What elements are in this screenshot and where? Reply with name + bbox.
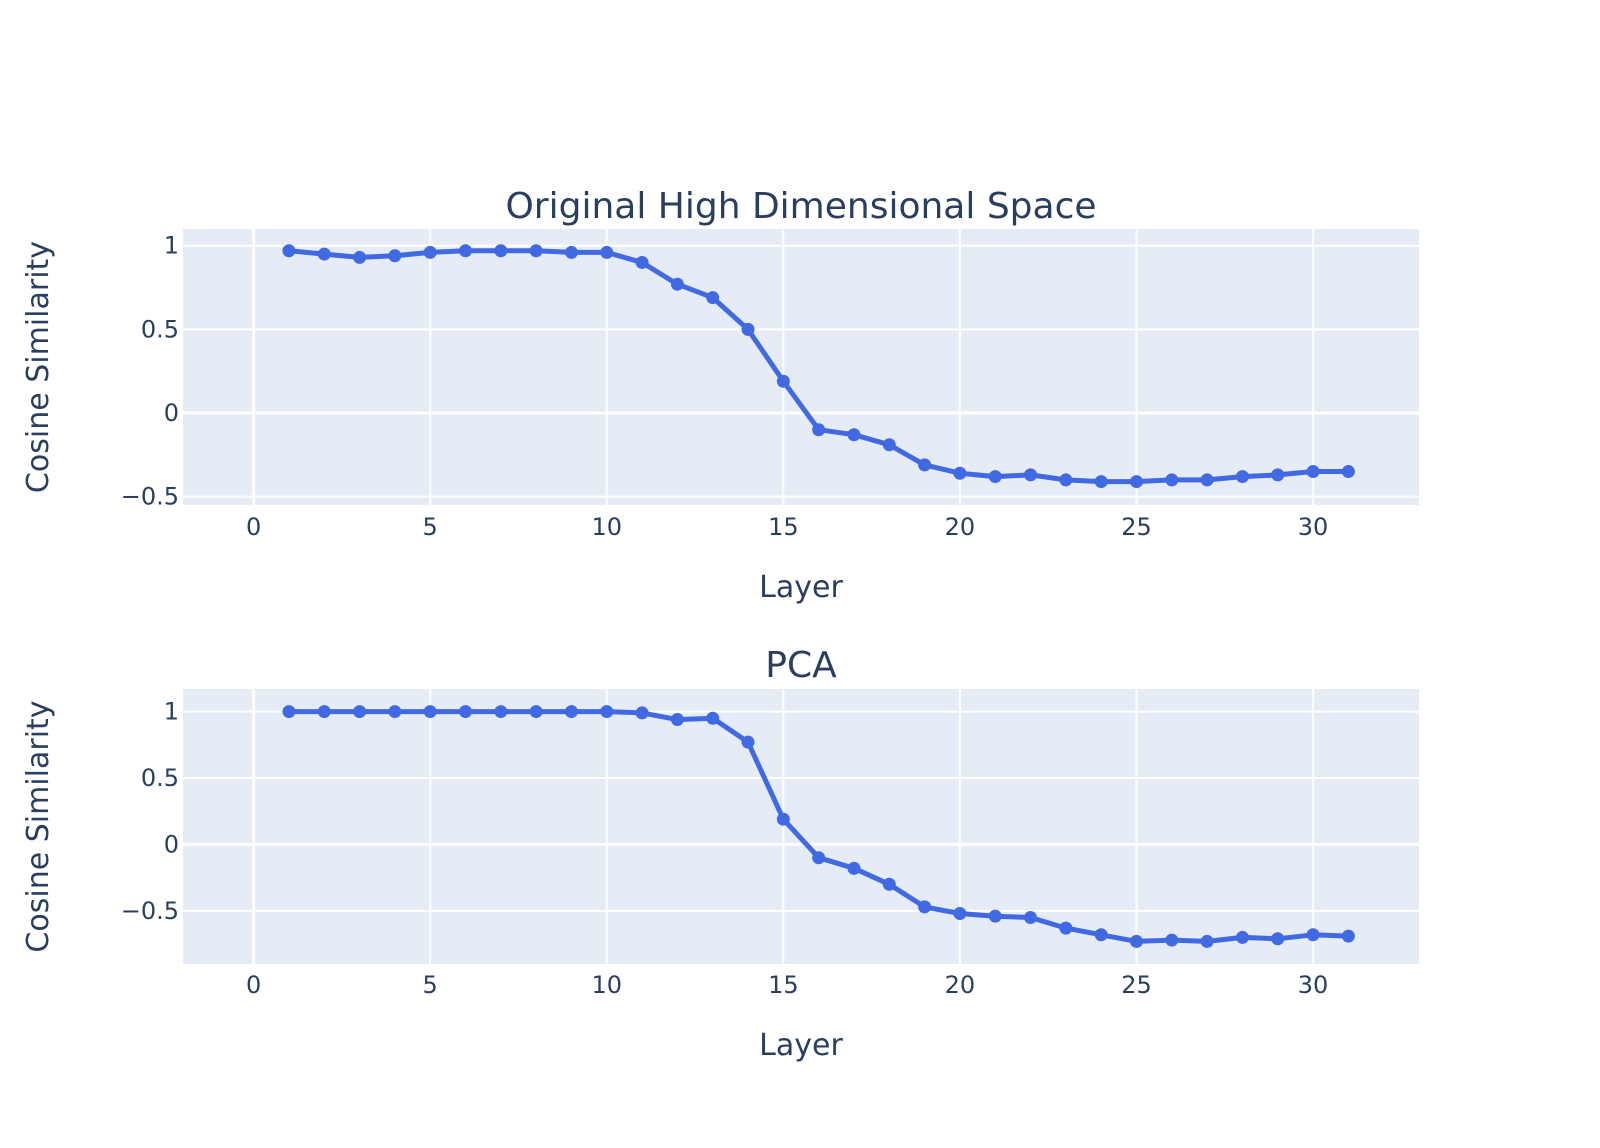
data-point — [847, 861, 861, 875]
data-point — [635, 706, 649, 720]
x-axis-title: Layer — [759, 1028, 843, 1063]
data-point — [1059, 921, 1073, 935]
data-point — [1129, 475, 1143, 489]
data-point — [529, 705, 543, 719]
data-point — [600, 705, 614, 719]
data-point — [1306, 928, 1320, 942]
data-point — [1271, 468, 1285, 482]
data-point — [564, 705, 578, 719]
data-point — [1200, 473, 1214, 487]
x-tick-label: 5 — [423, 513, 438, 541]
x-tick-label: 25 — [1121, 513, 1152, 541]
data-point — [459, 705, 473, 719]
plot-title: PCA — [765, 645, 837, 686]
plot-area — [183, 229, 1419, 505]
y-tick-label: 0 — [164, 399, 179, 427]
data-point — [1024, 911, 1038, 925]
data-point — [1271, 932, 1285, 946]
plot-title: Original High Dimensional Space — [505, 186, 1096, 227]
data-point — [706, 711, 720, 725]
data-point — [988, 909, 1002, 923]
x-tick-label: 10 — [591, 513, 622, 541]
data-point — [317, 247, 331, 261]
data-point — [423, 245, 437, 259]
x-tick-label: 20 — [945, 971, 976, 999]
data-point — [353, 705, 367, 719]
data-point — [423, 705, 437, 719]
data-point — [1200, 934, 1214, 948]
data-point — [282, 705, 296, 719]
data-point — [741, 322, 755, 336]
data-point — [494, 705, 508, 719]
data-point — [388, 705, 402, 719]
y-tick-label: 1 — [164, 698, 179, 726]
data-point — [1129, 934, 1143, 948]
x-tick-label: 15 — [768, 971, 799, 999]
data-point — [953, 907, 967, 921]
data-point — [1235, 930, 1249, 944]
data-point — [953, 466, 967, 480]
x-tick-label: 30 — [1298, 513, 1329, 541]
y-tick-label: 0.5 — [141, 315, 179, 343]
y-tick-label: 0.5 — [141, 764, 179, 792]
data-point — [353, 250, 367, 264]
data-point — [918, 900, 932, 914]
data-point — [529, 244, 543, 258]
data-point — [918, 458, 932, 472]
data-point — [1306, 465, 1320, 479]
y-tick-label: 0 — [164, 830, 179, 858]
data-point — [812, 851, 826, 865]
data-point — [776, 812, 790, 826]
data-point — [1341, 465, 1355, 479]
y-axis-title: Cosine Similarity — [21, 700, 56, 952]
x-tick-label: 15 — [768, 513, 799, 541]
data-point — [847, 428, 861, 442]
data-point — [564, 245, 578, 259]
data-point — [988, 470, 1002, 484]
data-point — [282, 244, 296, 258]
data-point — [459, 244, 473, 258]
x-axis-title: Layer — [759, 570, 843, 605]
data-point — [882, 438, 896, 452]
data-point — [670, 277, 684, 291]
x-tick-label: 10 — [591, 971, 622, 999]
data-point — [635, 255, 649, 269]
subplot-1: 0 5 10 15 20 25 30 −0.5 0 0.5 1 Original High Dimen… — [21, 186, 1419, 605]
data-point — [494, 244, 508, 258]
data-point — [388, 249, 402, 263]
x-tick-label: 0 — [246, 513, 261, 541]
plot-area — [183, 689, 1419, 964]
data-point — [741, 735, 755, 749]
data-point — [776, 374, 790, 388]
data-point — [600, 245, 614, 259]
x-tick-label: 0 — [246, 971, 261, 999]
data-point — [1094, 475, 1108, 489]
data-point — [1165, 473, 1179, 487]
y-tick-label: −0.5 — [121, 483, 179, 511]
x-tick-label: 20 — [945, 513, 976, 541]
x-tick-label: 30 — [1298, 971, 1329, 999]
data-point — [812, 423, 826, 437]
data-point — [670, 713, 684, 727]
y-axis-title: Cosine Similarity — [21, 241, 56, 493]
data-point — [1059, 473, 1073, 487]
y-tick-label: 1 — [164, 232, 179, 260]
data-point — [1024, 468, 1038, 482]
y-tick-label: −0.5 — [121, 897, 179, 925]
data-point — [1094, 928, 1108, 942]
data-point — [1235, 470, 1249, 484]
data-point — [1165, 933, 1179, 947]
x-tick-label: 5 — [423, 971, 438, 999]
data-point — [317, 705, 331, 719]
data-point — [882, 877, 896, 891]
data-point — [706, 291, 720, 305]
x-tick-label: 25 — [1121, 971, 1152, 999]
subplot-2: 0 5 10 15 20 25 30 −0.5 0 0.5 1 PCA Layer Cosine Simi… — [21, 645, 1419, 1063]
data-point — [1341, 929, 1355, 943]
